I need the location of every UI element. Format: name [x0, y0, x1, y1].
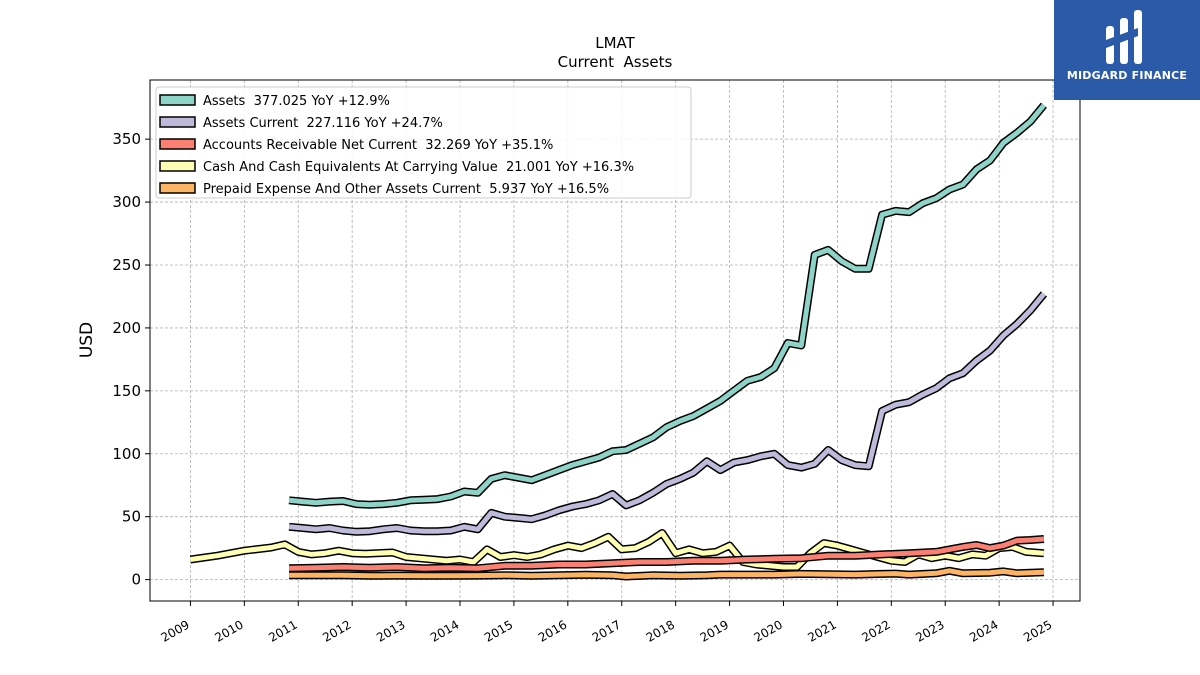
- x-tick-label: 2025: [1021, 617, 1054, 644]
- y-tick-label: 50: [122, 508, 141, 526]
- x-tick-label: 2018: [644, 617, 677, 644]
- brand-logo: MIDGARD FINANCE: [1054, 0, 1200, 100]
- chart-title: LMAT: [595, 34, 635, 52]
- chart-subtitle: Current Assets: [558, 53, 673, 71]
- plot-frame: [149, 79, 1081, 602]
- x-tick-label: 2024: [967, 617, 1000, 644]
- x-tick-label: 2017: [590, 617, 623, 644]
- x-tick-label: 2009: [158, 617, 191, 644]
- series-lines: [189, 102, 1047, 581]
- legend-box: [155, 86, 692, 199]
- x-tick-label: 2019: [698, 617, 731, 644]
- x-tick-label: 2015: [482, 617, 515, 644]
- x-axis-ticks: 2009 2010 2011 2012 2013 2014 2015 2016 2017 2018…: [158, 601, 1055, 645]
- x-tick-label: 2016: [536, 617, 569, 644]
- y-tick-label: 350: [112, 130, 141, 148]
- y-tick-label: 250: [112, 256, 141, 274]
- series-line: [289, 568, 1044, 579]
- legend-swatch: [159, 182, 196, 194]
- y-tick-label: 200: [112, 319, 141, 337]
- y-tick-label: 150: [112, 382, 141, 400]
- x-tick-label: 2023: [913, 617, 946, 644]
- legend-swatch: [159, 160, 196, 172]
- legend-label: Assets Current 227.116 YoY +24.7%: [203, 116, 443, 131]
- y-axis-ticks: 0 50 100 150 200 250 300 350: [112, 130, 150, 589]
- x-tick-label: 2013: [374, 617, 407, 644]
- y-tick-label: 100: [112, 445, 141, 463]
- midgard-logo-icon: [1106, 10, 1142, 64]
- x-tick-label: 2010: [212, 617, 245, 644]
- x-tick-label: 2014: [428, 617, 461, 644]
- y-tick-label: 300: [112, 193, 141, 211]
- legend-label: Accounts Receivable Net Current 32.269 Y…: [203, 138, 553, 153]
- series-line: [190, 530, 1045, 570]
- x-tick-label: 2020: [752, 617, 785, 644]
- x-tick-label: 2021: [805, 617, 838, 644]
- x-tick-label: 2011: [266, 617, 299, 644]
- x-tick-label: 2022: [859, 617, 892, 644]
- series-line: [288, 103, 1046, 508]
- legend: Assets 377.025 YoY +12.9% Assets Current …: [155, 86, 692, 199]
- y-tick-label: 0: [131, 571, 141, 589]
- legend-label: Assets 377.025 YoY +12.9%: [203, 94, 390, 109]
- legend-swatch: [159, 116, 196, 128]
- brand-name: MIDGARD FINANCE: [1066, 69, 1188, 82]
- series-line: [289, 536, 1045, 571]
- y-axis-label: USD: [77, 322, 97, 358]
- legend-swatch: [159, 138, 196, 150]
- series-outline: [288, 291, 1047, 536]
- series-line: [288, 292, 1046, 535]
- legend-swatch: [159, 94, 196, 106]
- x-tick-label: 2012: [320, 617, 353, 644]
- legend-label: Cash And Cash Equivalents At Carrying Va…: [203, 160, 634, 175]
- legend-label: Prepaid Expense And Other Assets Current…: [203, 182, 609, 197]
